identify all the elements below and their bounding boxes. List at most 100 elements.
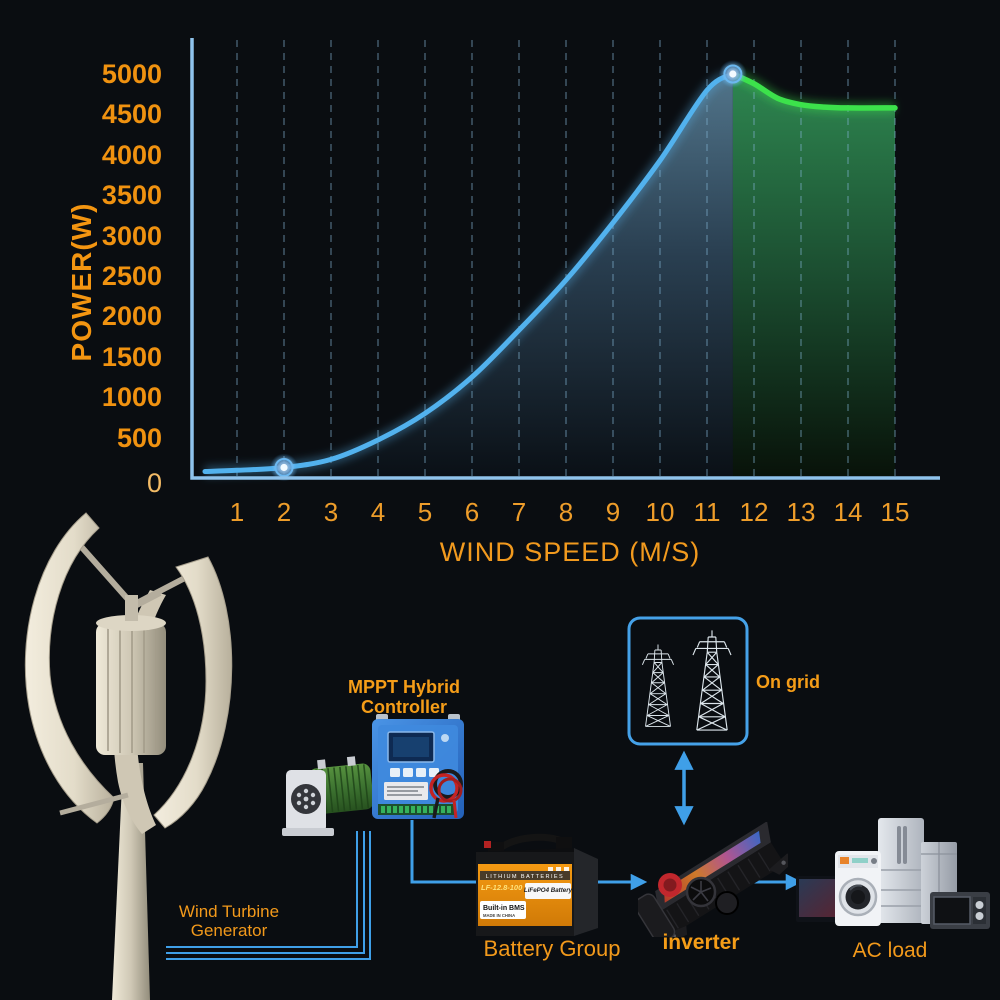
y-tick-label: 500 bbox=[116, 422, 162, 453]
controller-label-line2: Controller bbox=[360, 697, 447, 718]
x-tick-label: 3 bbox=[323, 497, 339, 527]
y-axis-ticks: 5000 4500 4000 3500 3000 2500 2000 1500 1000 500 0 bbox=[0, 0, 162, 600]
y-tick-label: 2500 bbox=[101, 261, 162, 291]
dump-load-foot bbox=[282, 828, 334, 836]
x-tick-label: 1 bbox=[229, 497, 245, 527]
washer-glass-highlight bbox=[849, 884, 863, 891]
x-tick-label: 4 bbox=[370, 497, 386, 527]
power-curve-green bbox=[730, 71, 898, 111]
fridge-large-door-lines bbox=[878, 869, 924, 907]
battery-terminal-2 bbox=[556, 837, 572, 849]
x-tick-label: 10 bbox=[645, 497, 675, 527]
controller-sticker-text-lines bbox=[387, 786, 424, 796]
wind-turbine-label-line1: Wind Turbine bbox=[178, 902, 280, 921]
washer-knob bbox=[871, 858, 877, 864]
marker-dot bbox=[718, 60, 747, 88]
inverter-flange-left bbox=[665, 925, 688, 937]
x-tick-label: 7 bbox=[511, 497, 527, 527]
dump-load-vent-holes bbox=[296, 788, 316, 810]
x-tick-label: 2 bbox=[276, 497, 292, 527]
inverter-image bbox=[638, 822, 788, 937]
battery-strip-bg bbox=[480, 871, 570, 880]
y-tick-label: 3000 bbox=[101, 220, 162, 251]
battery-handle bbox=[495, 833, 566, 853]
dump-load-image bbox=[282, 756, 374, 836]
dump-load-lug-1 bbox=[317, 759, 326, 770]
dump-load-lug-2 bbox=[346, 756, 356, 767]
turbine-generator-cap bbox=[96, 615, 166, 631]
inverter-screw-2 bbox=[781, 860, 786, 865]
washer-detergent-tray bbox=[840, 857, 849, 864]
x-axis-title: WIND SPEED (M/S) bbox=[439, 537, 701, 567]
power-curve-chart bbox=[190, 38, 940, 482]
controller-terminals bbox=[381, 806, 451, 813]
x-axis-ticks: 1 2 3 4 5 6 7 8 9 10 11 12 13 14 15 bbox=[0, 497, 1000, 537]
y-tick-label: 4500 bbox=[101, 99, 162, 130]
y-tick-label: 0 bbox=[146, 468, 162, 498]
battery-side-face bbox=[574, 848, 598, 936]
inverter-fan-blades bbox=[690, 881, 712, 902]
y-tick-label: 2000 bbox=[101, 301, 162, 332]
y-tick-label: 5000 bbox=[101, 59, 162, 89]
ac-load-image bbox=[796, 818, 990, 929]
x-tick-label: 15 bbox=[880, 497, 910, 527]
wind-turbine-label: Wind Turbine Generator bbox=[129, 902, 329, 940]
battery-cert-icons bbox=[548, 867, 569, 871]
battery-origin-text: MADE IN CHINA bbox=[483, 913, 515, 918]
turbine-lower-strut bbox=[59, 792, 129, 816]
transmission-tower-left bbox=[641, 644, 675, 727]
controller-buttons bbox=[390, 768, 439, 777]
microwave-knob-2 bbox=[975, 912, 984, 920]
x-tick-label: 6 bbox=[464, 497, 480, 527]
wire-turbine-phase-2 bbox=[166, 831, 365, 954]
microwave-knob-1 bbox=[975, 901, 984, 909]
battery-type-text: LiFePO4 Battery bbox=[524, 887, 573, 894]
chart-axes bbox=[190, 38, 940, 480]
controller-indicator bbox=[441, 734, 449, 742]
controller-cables bbox=[429, 769, 463, 819]
area-fill-green bbox=[732, 74, 895, 476]
microwave-window bbox=[933, 896, 971, 925]
area-fill-blue bbox=[205, 74, 733, 476]
transmission-tower-right bbox=[692, 630, 732, 731]
turbine-blade-left bbox=[24, 512, 115, 824]
washer-drum bbox=[851, 890, 865, 904]
inverter-side-face bbox=[658, 842, 785, 935]
on-grid-label: On grid bbox=[756, 672, 820, 692]
x-tick-label: 13 bbox=[786, 497, 816, 527]
y-tick-label: 3500 bbox=[101, 180, 162, 211]
x-tick-label: 9 bbox=[605, 497, 621, 527]
mppt-controller-image bbox=[372, 714, 464, 819]
battery-terminal-cap bbox=[484, 841, 491, 848]
fridge-large-handle-1 bbox=[897, 826, 901, 864]
curve-marker-dots bbox=[270, 60, 747, 482]
fridge-large-handle-2 bbox=[903, 826, 907, 864]
x-tick-label: 12 bbox=[739, 497, 769, 527]
battery-image: LITHIUM BATTERIES LF-12.8-100 LiFePO4 Ba… bbox=[476, 833, 598, 936]
turbine-generator-fins bbox=[107, 625, 157, 753]
y-tick-label: 1000 bbox=[101, 382, 162, 413]
inverter-outlet-knob bbox=[715, 891, 739, 915]
battery-group-label: Battery Group bbox=[483, 936, 621, 961]
x-tick-label: 5 bbox=[417, 497, 433, 527]
wind-turbine-label-line2: Generator bbox=[190, 921, 268, 941]
wire-turbine-phase-1 bbox=[166, 831, 358, 948]
inverter-red-connector-center bbox=[663, 878, 677, 892]
x-tick-label: 11 bbox=[693, 497, 721, 527]
battery-type-box bbox=[525, 883, 571, 899]
y-tick-label: 1500 bbox=[101, 341, 162, 372]
inverter-front-cap bbox=[638, 893, 676, 937]
y-tick-label: 4000 bbox=[101, 139, 162, 170]
marker-dot bbox=[270, 453, 298, 482]
battery-terminal-1 bbox=[488, 842, 504, 854]
inverter-label: inverter bbox=[662, 931, 740, 954]
controller-label: MPPT Hybrid Controller bbox=[304, 677, 504, 717]
on-grid-border bbox=[627, 616, 749, 746]
turbine-shaft bbox=[125, 595, 138, 621]
on-grid-box bbox=[627, 616, 749, 746]
turbine-blade-right bbox=[153, 556, 233, 829]
x-tick-label: 14 bbox=[833, 497, 863, 527]
battery-strip-text: LITHIUM BATTERIES bbox=[486, 874, 564, 880]
